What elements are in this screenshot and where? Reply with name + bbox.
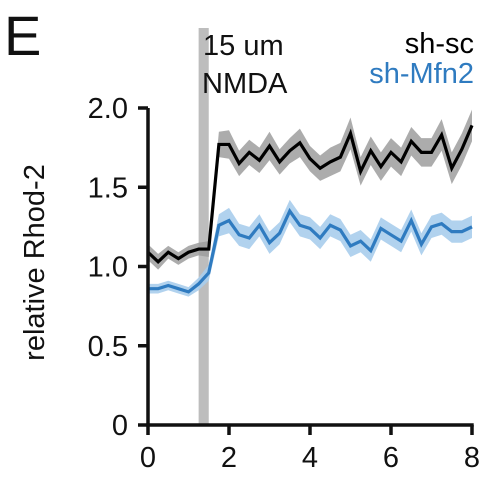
annotation-concentration: 15 um (203, 30, 284, 62)
y-tick-label: 1.0 (88, 252, 128, 284)
legend-sh-mfn2: sh-Mfn2 (369, 58, 474, 90)
y-tick-label: 2.0 (88, 93, 128, 125)
y-tick-label: 0 (112, 410, 128, 442)
annotation-nmda: NMDA (202, 68, 288, 100)
stimulus-bar (198, 28, 209, 425)
band-sh-mfn2 (148, 199, 472, 297)
x-tick-label: 2 (221, 442, 237, 474)
x-tick-label: 0 (140, 442, 156, 474)
band-sh-sc (148, 109, 472, 270)
y-tick-label: 0.5 (88, 331, 128, 363)
y-axis-label: relative Rhod-2 (19, 164, 51, 361)
line-sh-mfn2 (148, 207, 473, 294)
x-tick-label: 4 (302, 442, 318, 474)
x-tick-label: 8 (464, 442, 480, 474)
panel-letter: E (4, 4, 42, 67)
line-sh-sc (146, 124, 474, 264)
y-tick-label: 1.5 (88, 172, 128, 204)
legend-sh-sc: sh-sc (404, 28, 474, 60)
x-tick-label: 6 (383, 442, 399, 474)
